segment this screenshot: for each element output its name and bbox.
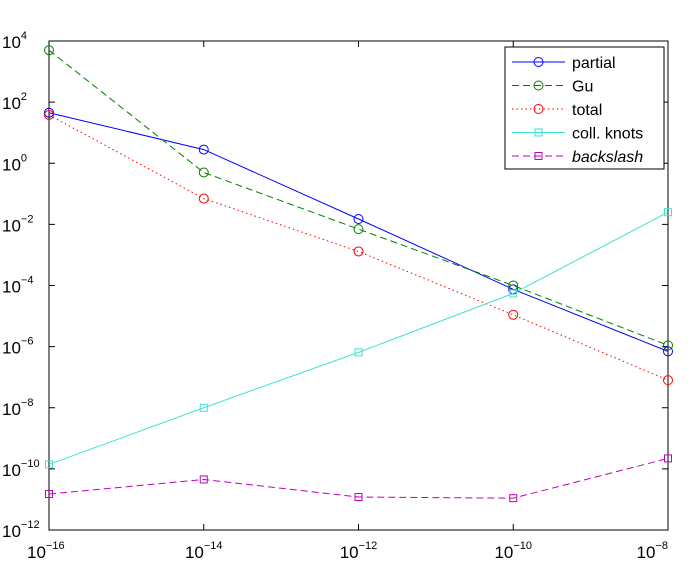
y-tick-label: 104 — [2, 30, 27, 52]
data-point-partial — [663, 346, 673, 357]
legend-box — [504, 46, 665, 170]
y-tick-label: 10−10 — [2, 458, 40, 480]
tick-exponent: −14 — [204, 540, 223, 552]
data-point-backslash — [354, 493, 363, 502]
tick-exponent: −2 — [21, 213, 34, 225]
data-point-partial — [353, 213, 364, 224]
y-tick-label: 10−6 — [2, 336, 33, 358]
tick-base: 10 — [2, 216, 21, 235]
y-tick-label: 102 — [2, 91, 27, 113]
x-tick-label: 10−14 — [185, 540, 223, 562]
series-group — [44, 45, 673, 503]
data-point-total — [198, 193, 209, 204]
data-point-backslash — [664, 454, 672, 463]
legend-marker — [534, 128, 543, 137]
data-point-partial — [198, 144, 209, 155]
tick-base: 10 — [2, 94, 21, 113]
tick-base: 10 — [2, 339, 21, 358]
y-tick-label: 10−8 — [2, 397, 33, 419]
tick-base: 10 — [185, 543, 204, 562]
legend: partial Gu total coll. knots backslash — [504, 46, 665, 170]
tick-base: 10 — [340, 543, 359, 562]
y-tick-label: 100 — [2, 152, 27, 174]
legend-label: backslash — [572, 149, 643, 166]
series-line-partial — [48, 112, 669, 352]
legend-entry-total: total — [512, 102, 602, 119]
legend-marker — [533, 104, 544, 114]
series-total — [44, 109, 673, 386]
legend-entry-partial: partial — [512, 55, 616, 72]
data-point-partial — [44, 107, 54, 118]
data-point-gu — [353, 224, 364, 235]
series-line-total — [48, 114, 669, 381]
data-point-total — [663, 375, 673, 386]
data-point-coll-knots — [664, 208, 672, 217]
x-tick-label: 10−10 — [494, 540, 532, 562]
tick-exponent: −12 — [359, 540, 378, 552]
series-backslash — [45, 454, 672, 503]
tick-base: 10 — [2, 400, 21, 419]
axis-ticks — [48, 40, 669, 531]
data-point-coll-knots — [354, 348, 363, 357]
series-coll-knots — [45, 208, 672, 469]
series-line-backslash — [48, 457, 669, 499]
legend-entry-backslash: backslash — [512, 149, 643, 166]
legend-entry-coll-knots: coll. knots — [512, 126, 643, 143]
tick-exponent: −8 — [21, 397, 34, 409]
data-point-coll-knots — [199, 403, 208, 412]
tick-exponent: −12 — [21, 519, 40, 531]
tick-exponent: 0 — [21, 152, 27, 164]
data-point-total — [353, 246, 364, 257]
tick-base: 10 — [2, 522, 21, 541]
tick-exponent: −8 — [655, 540, 668, 552]
legend-marker — [533, 57, 544, 67]
tick-base: 10 — [2, 155, 21, 174]
x-tick-label: 10−8 — [637, 540, 668, 562]
legend-marker — [534, 152, 543, 160]
y-tick-label: 10−4 — [2, 275, 33, 297]
tick-exponent: −6 — [21, 336, 34, 348]
tick-base: 10 — [637, 543, 656, 562]
data-point-coll-knots — [45, 460, 53, 469]
y-tick-label: 10−2 — [2, 213, 33, 235]
data-point-gu — [44, 45, 54, 56]
x-tick-labels: 10−16 10−14 10−12 10−10 10−8 — [27, 540, 668, 562]
data-point-total — [508, 309, 519, 320]
data-point-coll-knots — [509, 289, 518, 298]
data-point-total — [44, 109, 54, 120]
tick-base: 10 — [27, 543, 46, 562]
series-line-coll-knots — [48, 211, 669, 465]
data-point-gu — [198, 167, 209, 178]
y-tick-label: 10−12 — [2, 519, 40, 541]
data-point-backslash — [199, 475, 208, 484]
tick-exponent: −10 — [513, 540, 532, 552]
legend-marker — [533, 80, 544, 91]
legend-entry-gu: Gu — [512, 79, 593, 96]
tick-exponent: −16 — [46, 540, 65, 552]
x-tick-label: 10−12 — [340, 540, 378, 562]
tick-exponent: 2 — [21, 91, 27, 103]
tick-exponent: −10 — [21, 458, 40, 470]
legend-label: partial — [572, 55, 616, 72]
legend-label: Gu — [572, 79, 593, 96]
x-tick-label: 10−16 — [27, 540, 65, 562]
tick-base: 10 — [494, 543, 513, 562]
data-point-backslash — [509, 494, 518, 503]
tick-base: 10 — [2, 33, 21, 52]
tick-base: 10 — [2, 461, 21, 480]
legend-label: total — [572, 102, 602, 119]
tick-exponent: 4 — [21, 30, 27, 42]
tick-base: 10 — [2, 278, 21, 297]
legend-label: coll. knots — [572, 126, 643, 143]
data-point-backslash — [45, 490, 53, 499]
series-partial — [44, 107, 673, 357]
tick-exponent: −4 — [21, 275, 34, 287]
data-point-gu — [663, 340, 673, 351]
